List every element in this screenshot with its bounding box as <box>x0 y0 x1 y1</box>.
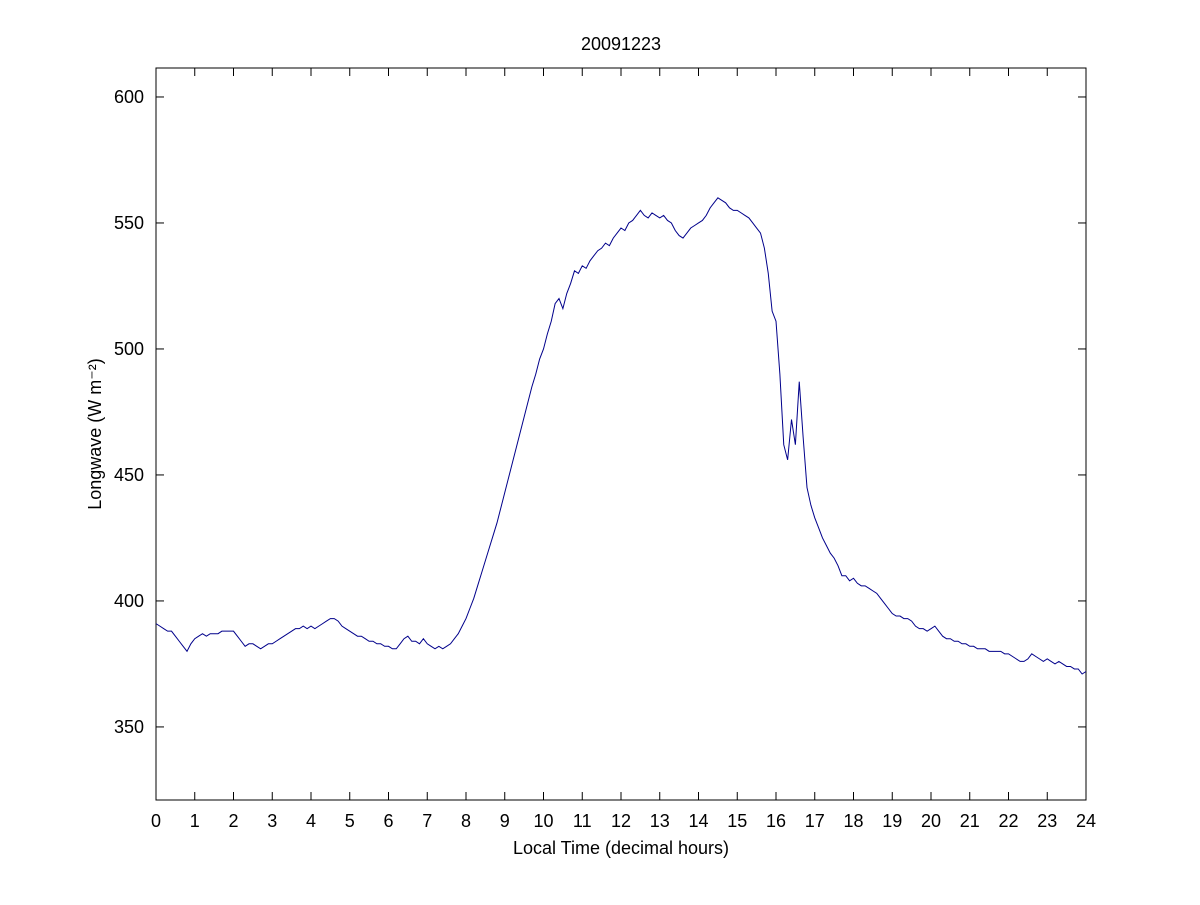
y-axis-label: Longwave (W m⁻²) <box>85 358 105 510</box>
y-tick-label: 450 <box>114 465 144 485</box>
x-tick-label: 6 <box>383 811 393 831</box>
plot-area <box>155 67 1087 801</box>
y-tick-label: 400 <box>114 591 144 611</box>
x-tick-label: 22 <box>998 811 1018 831</box>
x-tick-label: 5 <box>345 811 355 831</box>
x-tick-label: 4 <box>306 811 316 831</box>
data-line <box>155 197 1087 675</box>
x-tick-label: 1 <box>190 811 200 831</box>
x-tick-label: 7 <box>422 811 432 831</box>
y-tick-label: 500 <box>114 339 144 359</box>
y-tick-label: 550 <box>114 213 144 233</box>
x-tick-label: 16 <box>766 811 786 831</box>
x-tick-label: 15 <box>727 811 747 831</box>
x-tick-label: 8 <box>461 811 471 831</box>
x-tick-label: 3 <box>267 811 277 831</box>
x-tick-label: 10 <box>533 811 553 831</box>
x-tick-label: 0 <box>151 811 161 831</box>
x-tick-label: 11 <box>573 811 592 831</box>
y-tick-label: 600 <box>114 87 144 107</box>
x-tick-label: 9 <box>500 811 510 831</box>
x-tick-label: 18 <box>843 811 863 831</box>
y-tick-label: 350 <box>114 717 144 737</box>
x-tick-label: 13 <box>650 811 670 831</box>
x-tick-label: 17 <box>805 811 825 831</box>
x-tick-label: 19 <box>882 811 902 831</box>
x-tick-label: 20 <box>921 811 941 831</box>
x-tick-label: 21 <box>960 811 980 831</box>
x-tick-label: 23 <box>1037 811 1057 831</box>
x-axis-label: Local Time (decimal hours) <box>513 838 729 858</box>
x-tick-label: 24 <box>1076 811 1096 831</box>
x-tick-label: 14 <box>688 811 708 831</box>
x-tick-label: 12 <box>611 811 631 831</box>
x-tick-label: 2 <box>228 811 238 831</box>
chart-title: 20091223 <box>581 34 661 54</box>
